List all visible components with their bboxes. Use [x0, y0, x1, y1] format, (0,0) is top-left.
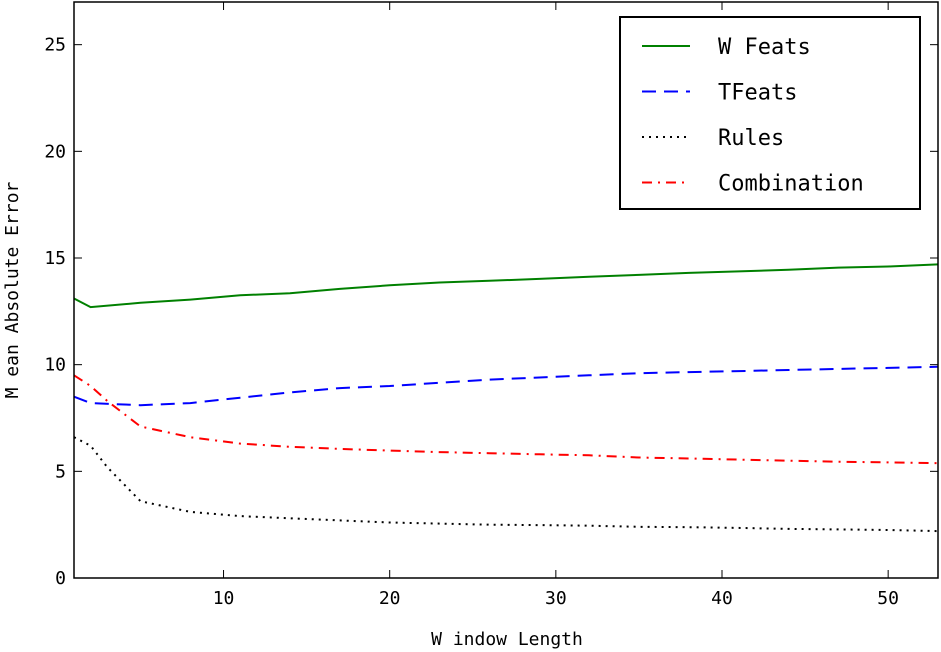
x-tick-label-1: 20: [379, 588, 401, 609]
x-tick-label-0: 10: [213, 588, 235, 609]
y-axis-title: M ean Absolute Error: [2, 181, 23, 398]
x-axis-title: W indow Length: [431, 629, 583, 650]
plot-frame: [73, 1, 939, 579]
x-tick-label-3: 40: [711, 588, 733, 609]
legend: W Feats TFeats Rules Combination: [619, 16, 921, 210]
y-tick-label-1: 5: [55, 461, 66, 482]
series-line-1: [73, 365, 939, 407]
axis-ticks: 10 20 30 40 50 0 5 10 15 20 25: [44, 2, 938, 609]
legend-label-2: Rules: [718, 126, 784, 151]
legend-label-1: TFeats: [718, 81, 797, 106]
y-tick-label-0: 0: [55, 568, 66, 589]
series-line-0: [73, 263, 939, 309]
x-tick-label-4: 50: [877, 588, 899, 609]
legend-label-3: Combination: [718, 172, 864, 197]
y-tick-label-4: 20: [44, 141, 66, 162]
legend-label-0: W Feats: [718, 35, 811, 60]
plot-area: [73, 1, 939, 579]
x-tick-label-2: 30: [545, 588, 567, 609]
y-tick-label-5: 25: [44, 35, 66, 56]
series-line-2: [73, 436, 939, 533]
y-tick-label-3: 15: [44, 248, 66, 269]
y-tick-label-2: 10: [44, 355, 66, 376]
legend-box: [619, 16, 921, 210]
series-line-3: [73, 374, 939, 465]
